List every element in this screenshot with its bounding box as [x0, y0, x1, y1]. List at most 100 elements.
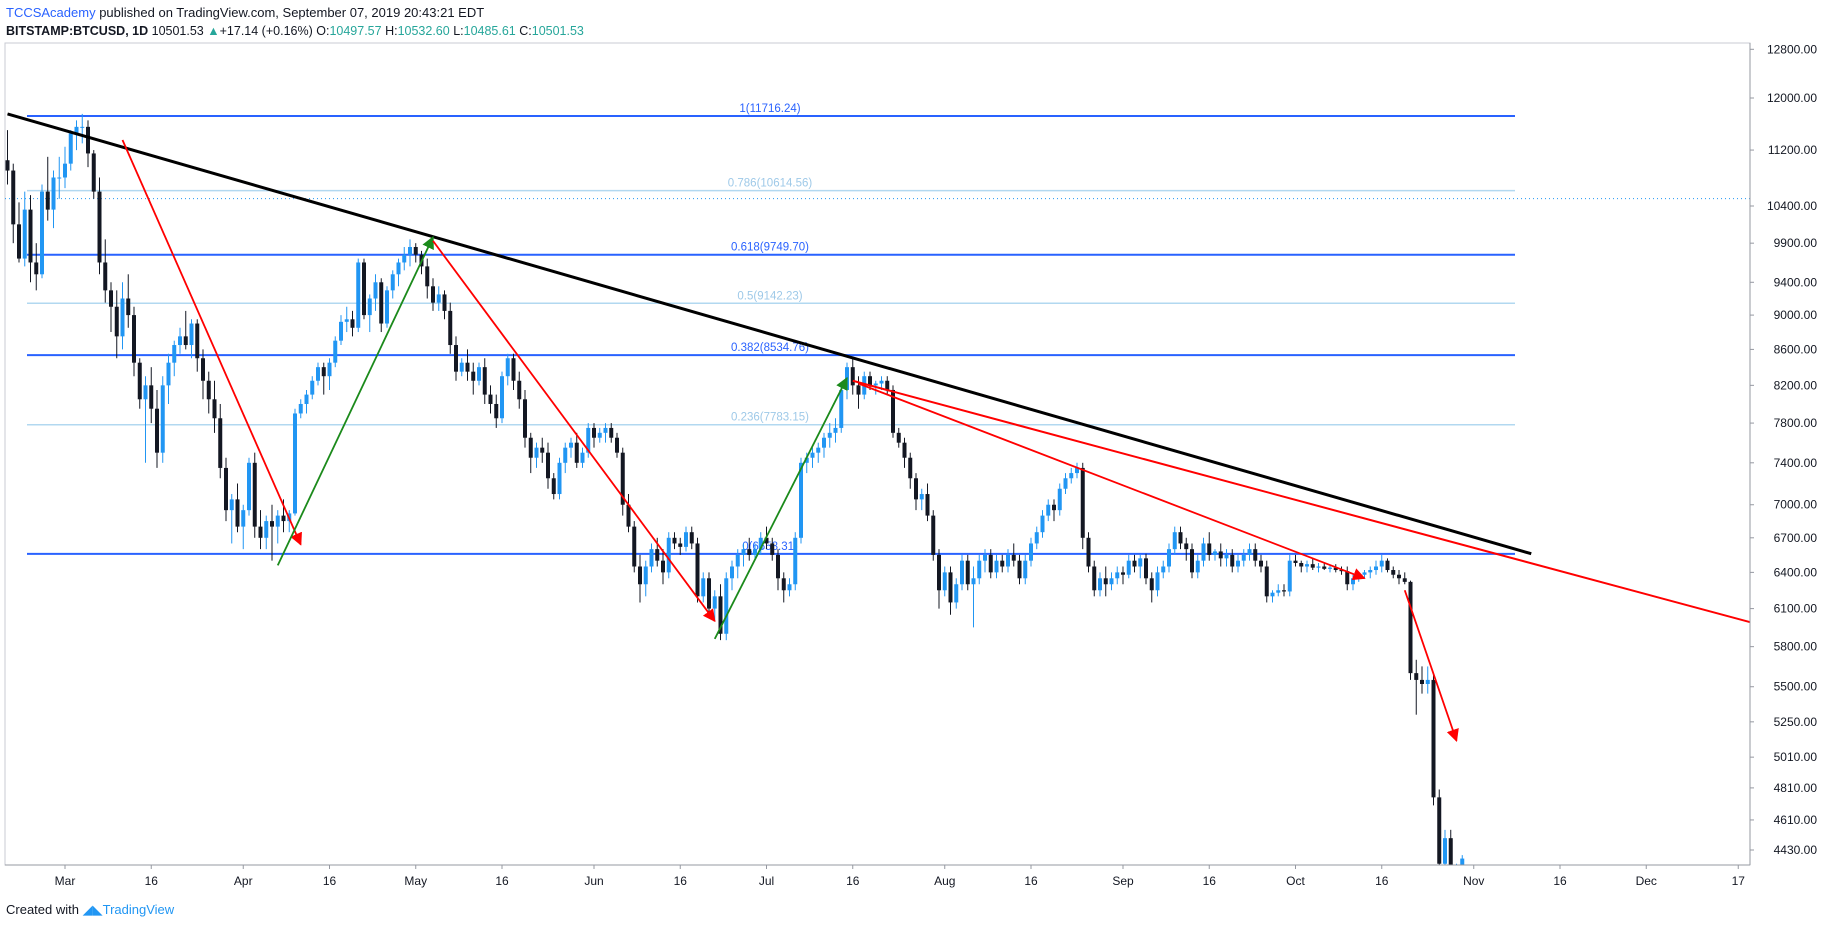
candle-body: [718, 596, 723, 634]
candle: [448, 302, 453, 354]
candle: [431, 278, 435, 311]
candle: [1178, 526, 1183, 550]
candle-body: [408, 246, 412, 255]
candle: [816, 442, 821, 463]
candle-body: [833, 427, 838, 433]
price-tick-label: 9900.00: [1774, 236, 1818, 250]
candle: [413, 243, 418, 263]
candle: [724, 572, 729, 641]
candle: [402, 246, 407, 271]
candle-body: [638, 566, 642, 585]
price-tick-label: 5010.00: [1774, 750, 1818, 764]
price-axis[interactable]: 4430.00 4610.00 4810.00 5010.00 5250.00 5500.…: [1749, 42, 1818, 865]
candle: [1270, 590, 1275, 603]
candle-body: [1379, 560, 1384, 567]
fib-retracement[interactable]: 1(11716.24) 0.786(10614.56) 0.618(9749.70)…: [5, 103, 1750, 555]
high-value: 10532.60: [397, 24, 450, 38]
candle-body: [643, 566, 648, 585]
candle-body: [868, 376, 872, 386]
candle: [1333, 564, 1338, 573]
candle-body: [1247, 549, 1252, 555]
time-tick-label: 16: [145, 874, 159, 888]
candle-body: [1103, 578, 1108, 585]
candle-body: [425, 266, 430, 287]
candle-body: [1178, 532, 1183, 544]
candle-body: [764, 537, 769, 544]
candle: [126, 274, 131, 328]
candle-body: [730, 566, 734, 579]
candle-body: [1218, 551, 1223, 559]
candle: [822, 432, 826, 458]
candle-body: [1092, 566, 1097, 591]
candle-body: [143, 385, 148, 400]
candle: [661, 549, 665, 585]
time-axis[interactable]: Mar 16 Apr 16 May 16 Jun 16 Jul 16 Aug 16 Sep 16 Oct 16…: [5, 864, 1750, 888]
price-tick-label: 6400.00: [1774, 565, 1818, 579]
author-link[interactable]: TCCSAcademy: [6, 5, 96, 20]
candle: [1092, 560, 1097, 597]
candle: [1086, 532, 1091, 573]
candle-body: [689, 532, 694, 544]
fib-level-label: 0.786(10614.56): [728, 178, 813, 190]
candle: [465, 349, 470, 381]
candle-body: [304, 394, 309, 404]
candle: [528, 432, 533, 474]
candle: [776, 549, 780, 591]
candle: [666, 532, 671, 579]
candle-body: [1195, 560, 1200, 573]
candle: [620, 447, 625, 516]
fib-level-label: 1(11716.24): [739, 103, 800, 115]
price-tick-label: 12800.00: [1767, 42, 1817, 56]
candle: [908, 452, 913, 489]
candle: [454, 336, 458, 381]
candle-body: [356, 262, 361, 328]
candle-body: [1167, 549, 1171, 567]
candle-body: [494, 403, 499, 419]
candle-body: [1075, 467, 1079, 474]
candle-body: [379, 282, 384, 324]
candle: [632, 521, 637, 573]
symbol-label[interactable]: BITSTAMP:BTCUSD, 1D: [6, 24, 149, 38]
candle: [28, 195, 33, 283]
candle-body: [557, 462, 562, 495]
candle-body: [528, 437, 533, 458]
candle-body: [1420, 679, 1424, 684]
candle: [1080, 462, 1085, 550]
candles: [5, 113, 1465, 865]
red-wave-arrow: [858, 382, 1366, 581]
trend-lines[interactable]: [7, 112, 1756, 742]
candle: [546, 442, 550, 489]
time-tick-label: 17: [1732, 874, 1746, 888]
candle: [172, 340, 177, 377]
candle: [247, 457, 251, 516]
candle: [799, 457, 803, 544]
candle: [827, 423, 832, 448]
candle-body: [390, 274, 395, 291]
candle: [1253, 543, 1258, 567]
time-tick-label: Mar: [55, 874, 76, 888]
candle-body: [1345, 571, 1350, 585]
candle: [1236, 554, 1240, 573]
candle: [22, 191, 27, 267]
low-label: L:: [453, 24, 464, 38]
candle-body: [1109, 578, 1114, 585]
tradingview-brand-link[interactable]: TradingView: [102, 902, 175, 917]
candle: [1259, 554, 1263, 573]
candle-body: [563, 447, 568, 463]
candle: [166, 353, 171, 404]
candle: [557, 457, 562, 500]
candle-body: [224, 467, 228, 511]
ohlc-legend: BITSTAMP:BTCUSD, 1D 10501.53 ▲+17.14 (+0…: [6, 22, 584, 40]
candle: [350, 310, 355, 337]
candle-body: [1391, 570, 1396, 575]
candle: [1213, 549, 1217, 561]
candle: [1029, 537, 1033, 567]
candle: [1456, 863, 1457, 865]
red-wave-arrow: [1403, 589, 1459, 742]
candle: [482, 358, 487, 404]
candle: [718, 584, 723, 641]
candle-body: [201, 358, 205, 381]
candle: [1379, 554, 1384, 573]
candle-body: [615, 437, 619, 453]
